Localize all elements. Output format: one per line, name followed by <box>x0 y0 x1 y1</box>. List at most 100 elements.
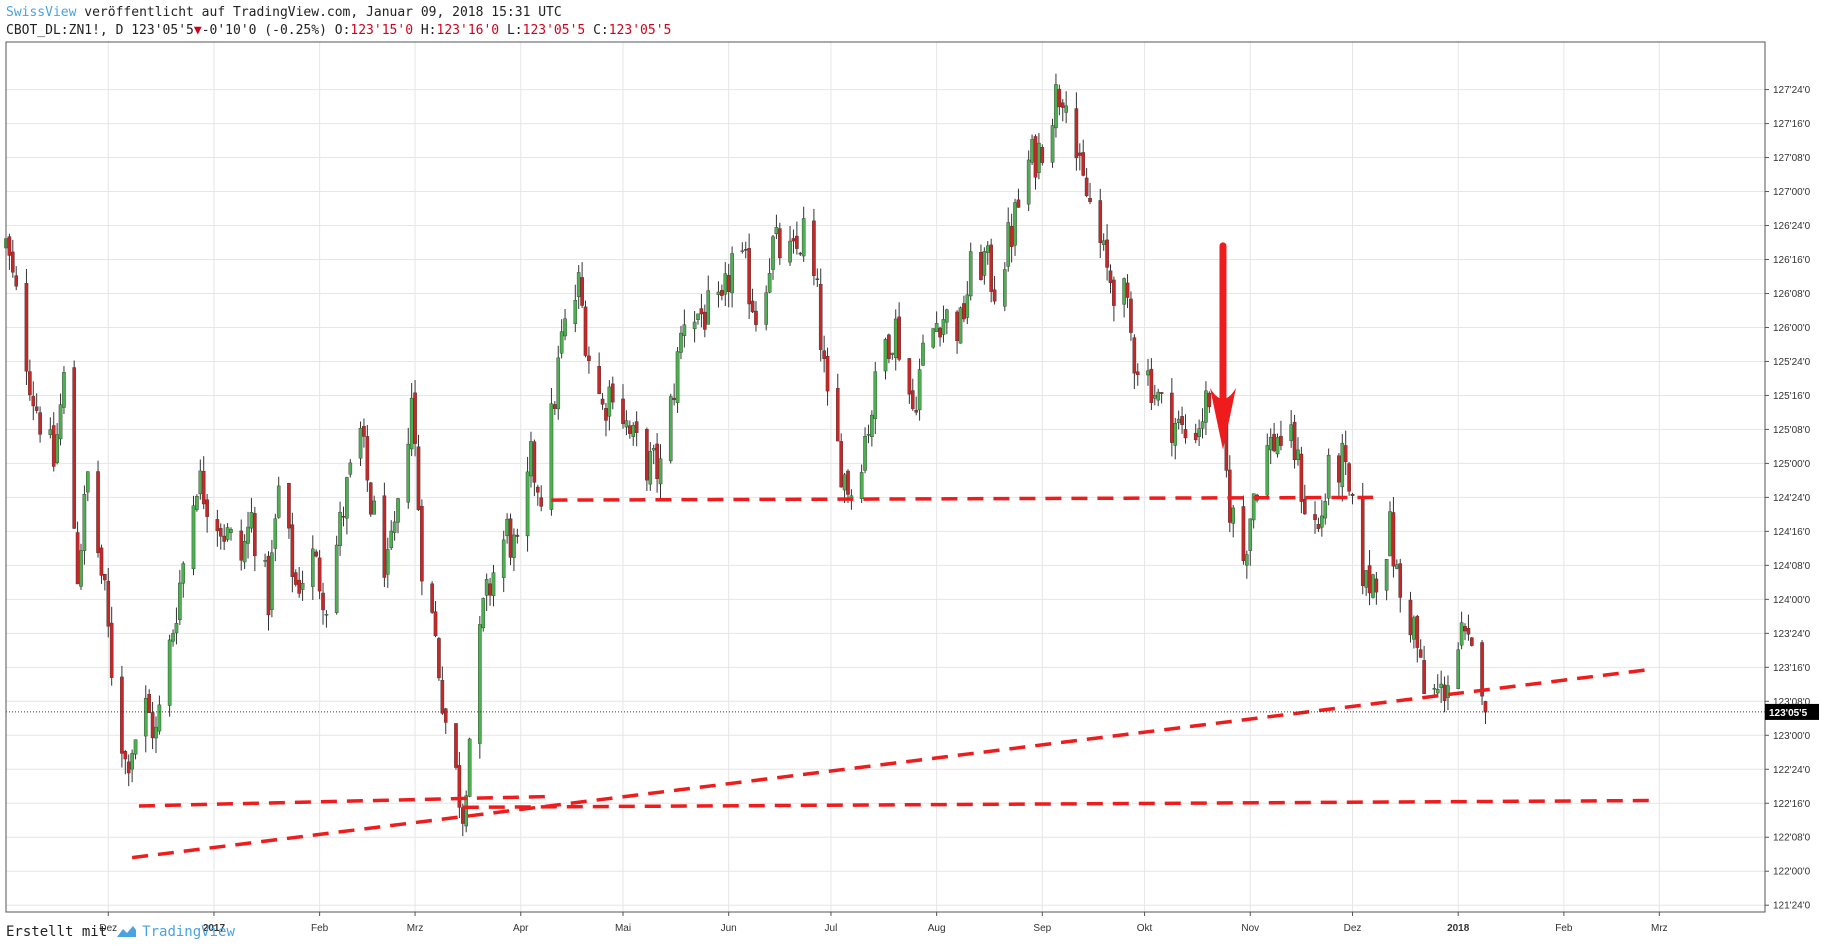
candle-down <box>1272 433 1276 452</box>
candle-down <box>11 251 15 273</box>
publisher-name[interactable]: SwissView <box>6 5 77 20</box>
candle-up <box>1439 683 1443 688</box>
candle-up <box>1173 422 1178 446</box>
candle-down <box>341 516 346 518</box>
candle-up <box>276 485 281 518</box>
price-tick-label: 124'24'0 <box>1773 493 1811 504</box>
candle-up <box>512 534 516 558</box>
candle-up <box>133 739 138 755</box>
candle-down <box>1060 102 1065 108</box>
last-price-label: 123'05'5 <box>1769 708 1808 719</box>
candle-up <box>501 539 506 578</box>
candle-down <box>1316 524 1321 530</box>
candle-up <box>1176 418 1181 424</box>
candle-up <box>863 436 867 471</box>
price-tick-label: 126'16'0 <box>1773 255 1811 266</box>
trend-line <box>462 798 1653 810</box>
candle-down <box>31 396 36 407</box>
price-tick-label: 121'24'0 <box>1773 901 1811 912</box>
candle-down <box>1057 88 1062 108</box>
candle-down <box>743 249 748 251</box>
candle-up <box>658 458 663 485</box>
price-tick-label: 122'00'0 <box>1773 867 1811 878</box>
candle-up <box>372 500 376 515</box>
candle-up <box>549 403 554 510</box>
candle-down <box>672 397 676 400</box>
candle-down <box>1125 282 1130 298</box>
candle-down <box>109 622 114 678</box>
candle-down <box>150 712 155 739</box>
candle-up <box>130 753 134 770</box>
candle-up <box>345 477 349 519</box>
candle-up <box>249 512 254 529</box>
time-tick-label: Dez <box>99 923 117 934</box>
candle-down <box>1466 627 1471 635</box>
candle-down <box>839 441 843 488</box>
candle-down <box>535 486 540 493</box>
candle-up <box>1265 445 1270 496</box>
candle-down <box>979 252 983 280</box>
trend-line <box>138 794 552 808</box>
candle-up <box>559 331 564 354</box>
candle-up <box>191 505 196 570</box>
candle-down <box>413 392 417 444</box>
candle-up <box>1050 125 1055 163</box>
candle-down <box>1170 392 1174 443</box>
candle-up <box>171 633 175 642</box>
candle-down <box>75 532 80 585</box>
candle-down <box>457 765 462 808</box>
candle-down <box>28 371 32 396</box>
candle-down <box>1108 270 1113 283</box>
candle-down <box>726 275 731 292</box>
candle-down <box>955 311 959 342</box>
candle-up <box>181 563 186 584</box>
candle-up <box>1323 501 1328 519</box>
candle-down <box>1084 177 1089 197</box>
candle-down <box>747 248 751 305</box>
candle-down <box>1081 152 1086 176</box>
candle-down <box>1343 445 1348 462</box>
candle-up <box>86 471 90 493</box>
candle-up <box>716 291 721 295</box>
price-axis[interactable]: 127'24'0 127'16'0 127'08'0 127'00'0 126'24'0… <box>1765 85 1819 912</box>
candle-up <box>1156 391 1161 401</box>
candle-up <box>1204 390 1208 423</box>
candle-up <box>1248 518 1253 551</box>
footer: Erstellt mit TradingView <box>6 924 235 940</box>
candle-down <box>266 555 271 616</box>
candle-down <box>99 547 104 576</box>
candle-up <box>389 530 394 549</box>
candle-up <box>740 250 745 252</box>
candles <box>4 73 1488 837</box>
candle-down <box>7 236 12 256</box>
price-tick-label: 125'16'0 <box>1773 391 1811 402</box>
candle-down <box>1463 626 1467 632</box>
time-tick-label: Feb <box>311 923 329 934</box>
change-arrow-icon: ▼ <box>193 23 202 38</box>
candle-up <box>1296 449 1300 460</box>
candle-down <box>1279 435 1283 446</box>
price-tick-label: 124'08'0 <box>1773 561 1811 572</box>
candle-up <box>1320 515 1324 528</box>
low-value: 123'05'5 <box>522 23 586 38</box>
candle-down <box>887 334 891 359</box>
candle-down <box>597 365 601 395</box>
candle-up <box>270 552 274 610</box>
candle-down <box>120 676 124 754</box>
candle-up <box>958 307 963 344</box>
candle-down <box>123 751 128 760</box>
time-axis[interactable]: Dez 2017 Feb Mrz Apr Mai Jun Jul Aug Sep Okt Nov Dez… <box>99 912 1668 934</box>
price-tick-label: 123'16'0 <box>1773 663 1811 674</box>
candle-down <box>1480 642 1484 697</box>
candle-down <box>989 244 993 292</box>
candle-down <box>126 761 131 774</box>
candle-down <box>239 530 244 561</box>
candle-up <box>1251 493 1256 521</box>
symbol-label: CBOT_DL:ZN1!, D <box>6 23 124 38</box>
tradingview-logo[interactable]: TradingView <box>115 924 235 940</box>
candle-down <box>38 412 42 435</box>
candle-up <box>358 427 363 459</box>
candle-up <box>931 328 936 348</box>
candle-up <box>651 448 656 451</box>
